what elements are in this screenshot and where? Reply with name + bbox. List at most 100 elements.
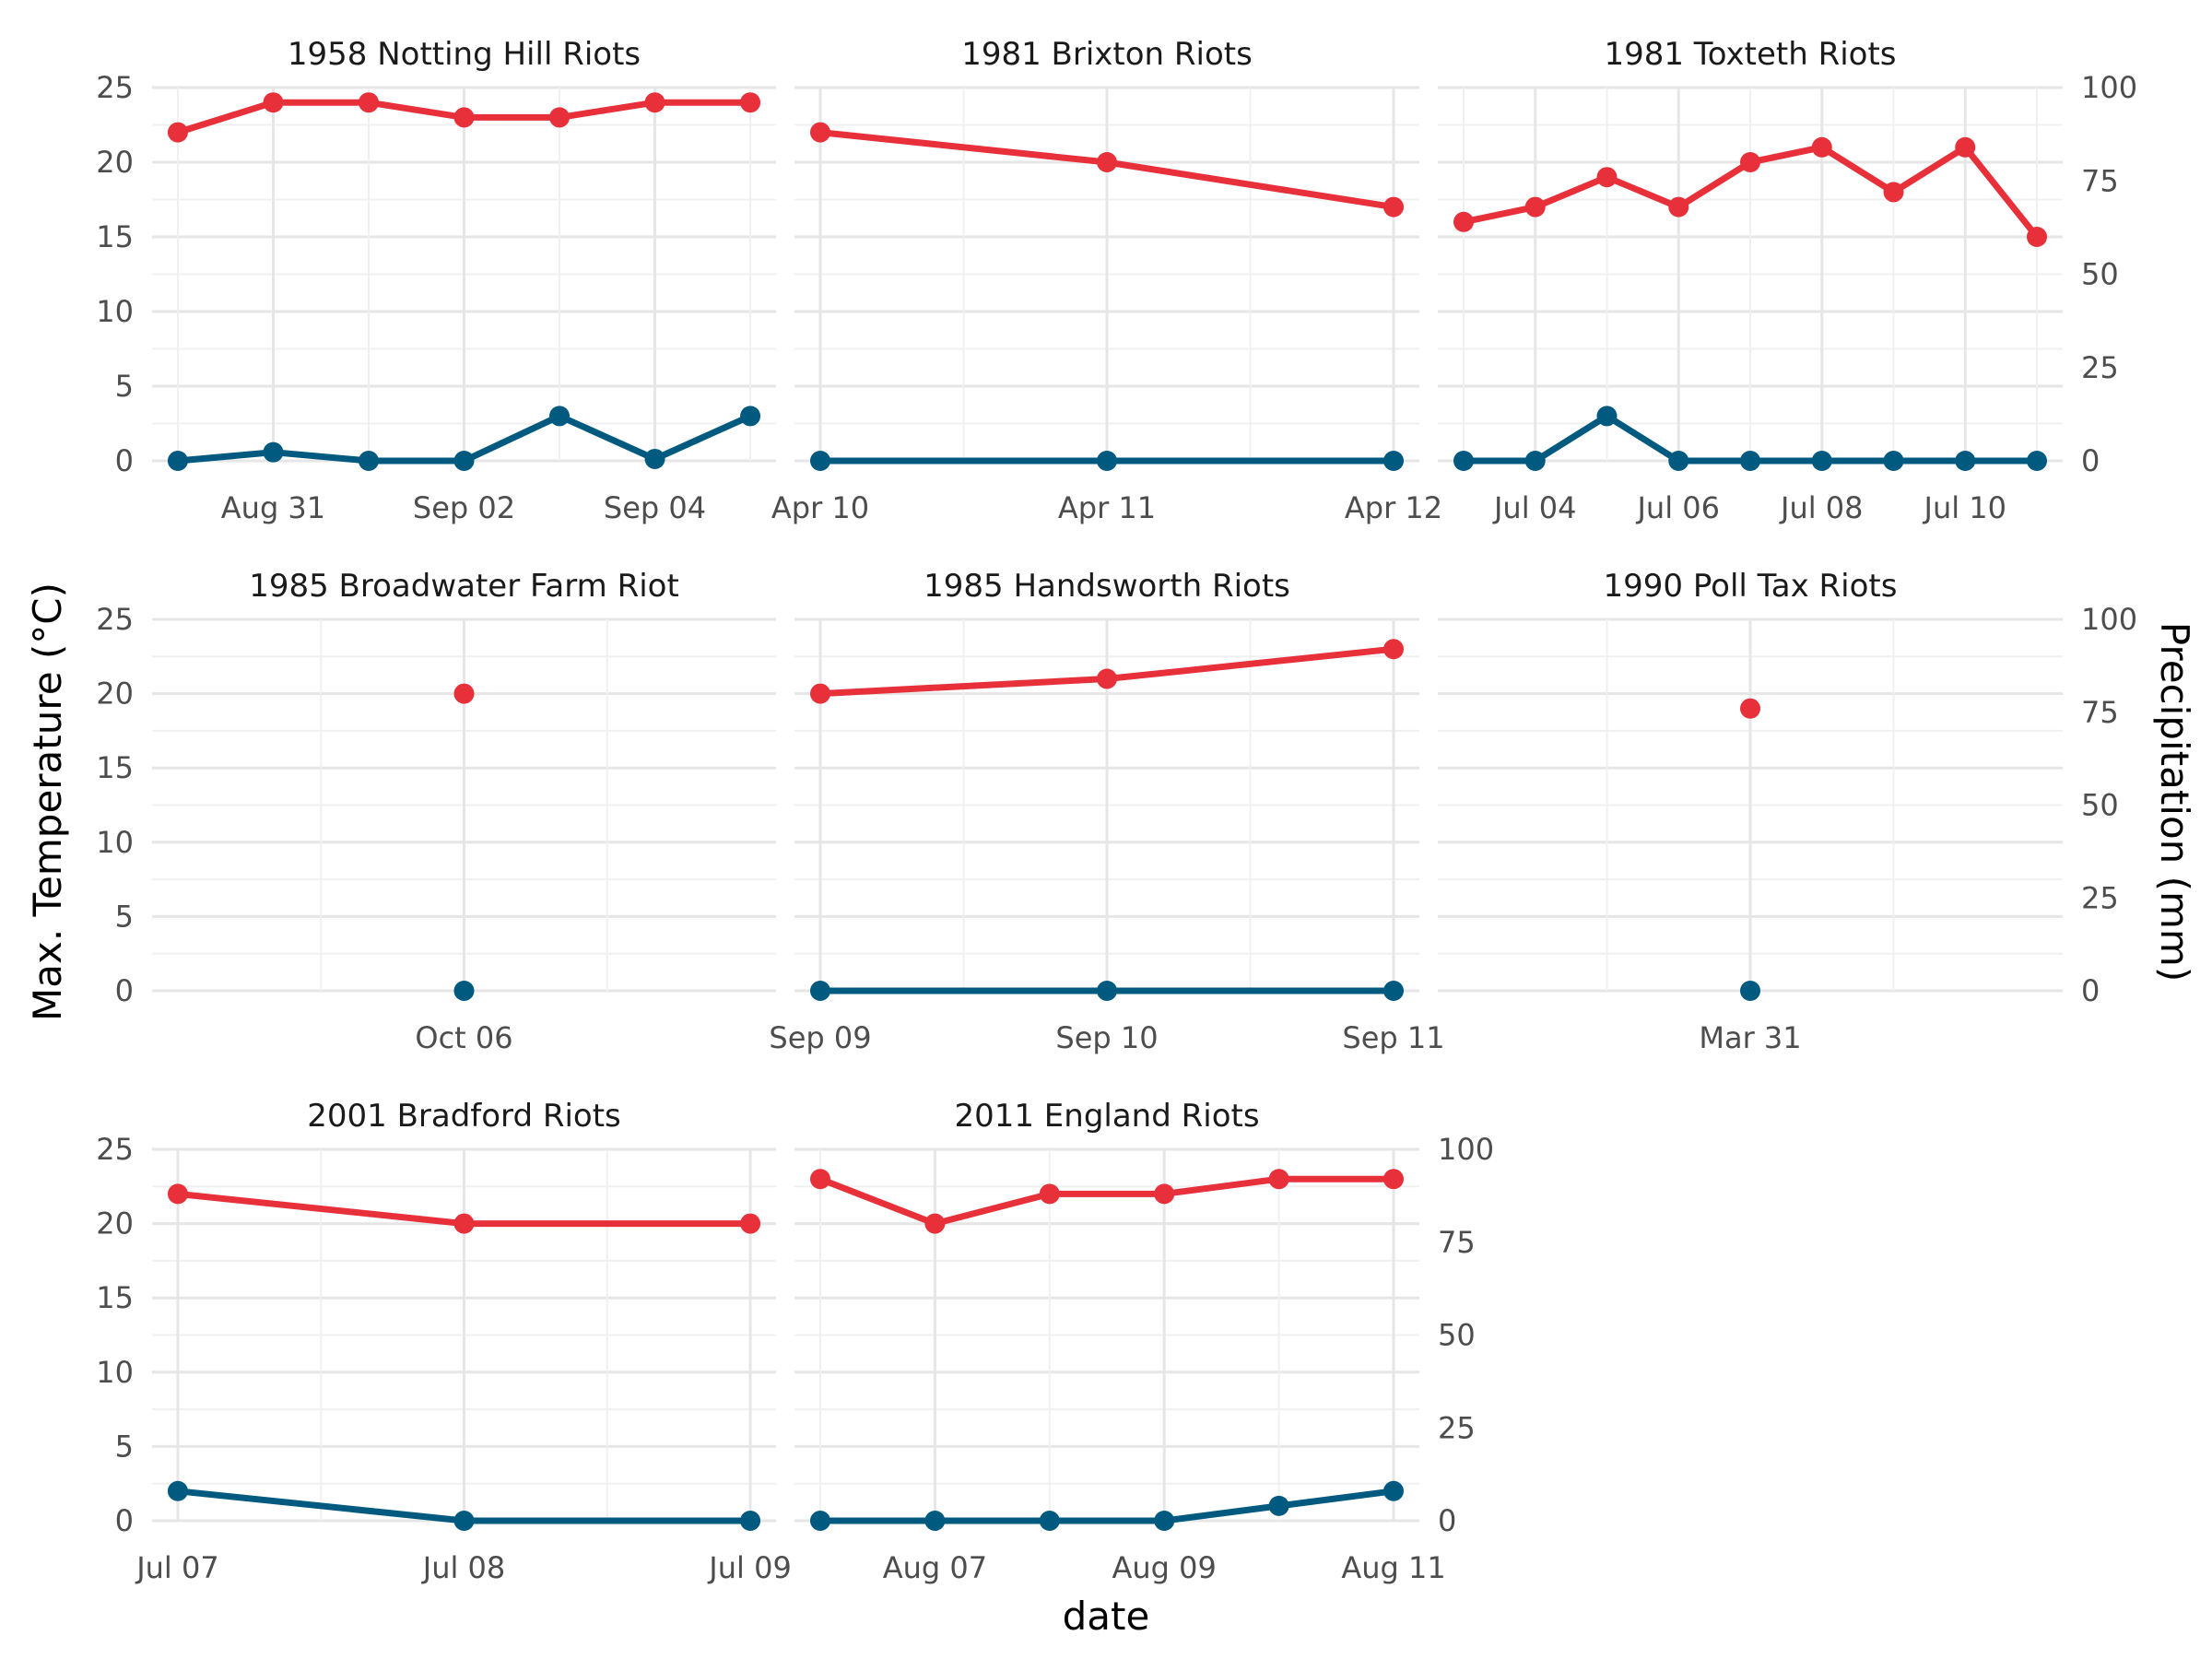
precipitation-point xyxy=(809,451,830,471)
y-tick-label: 25 xyxy=(96,1132,134,1167)
x-tick-label: Oct 06 xyxy=(415,1020,512,1055)
x-tick-label: Aug 31 xyxy=(221,490,325,525)
precipitation-point xyxy=(1740,451,1760,471)
panel-title: 1981 Brixton Riots xyxy=(961,36,1253,73)
x-tick-label: Apr 12 xyxy=(1345,490,1442,525)
y2-tick-label: 50 xyxy=(2081,257,2119,292)
y2-axis-title: Precipitation (mm) xyxy=(2152,622,2197,982)
y-tick-label: 20 xyxy=(96,677,134,712)
y-tick-label: 15 xyxy=(96,219,134,254)
panel-title: 1981 Toxteth Riots xyxy=(1604,36,1896,73)
y-tick-label: 0 xyxy=(115,443,134,478)
y-tick-label: 10 xyxy=(96,294,134,329)
x-tick-label: Aug 11 xyxy=(1341,1550,1445,1585)
panel-6: 1990 Poll Tax Riots Mar 31 0 25 50 75 100 xyxy=(1438,568,2137,1055)
temperature-point xyxy=(453,107,475,128)
panels-layer: 1958 Notting Hill Riots Aug 31 Sep 02 Sep 0… xyxy=(96,36,2137,1585)
panel-title: 1958 Notting Hill Riots xyxy=(288,36,641,73)
y2-tick-label: 25 xyxy=(2081,350,2119,385)
temperature-point xyxy=(549,107,571,128)
precipitation-point xyxy=(1154,1511,1175,1531)
y-tick-label: 5 xyxy=(115,899,134,934)
temperature-point xyxy=(1097,668,1117,689)
precipitation-point xyxy=(167,1480,188,1501)
temperature-point xyxy=(1268,1169,1289,1190)
temperature-point xyxy=(1596,167,1618,188)
y2-tick-label: 100 xyxy=(1438,1132,1494,1167)
precipitation-point xyxy=(549,406,571,427)
temperature-point xyxy=(1883,182,1904,203)
panel-5: 1985 Handsworth Riots Sep 09 Sep 10 Sep 11 xyxy=(769,568,1444,1055)
precipitation-point xyxy=(1596,406,1618,427)
precipitation-point xyxy=(644,448,665,469)
y2-tick-label: 75 xyxy=(2081,695,2119,730)
precipitation-point xyxy=(453,451,475,471)
x-tick-label: Sep 04 xyxy=(604,490,706,525)
y-tick-label: 0 xyxy=(115,973,134,1008)
x-tick-label: Apr 10 xyxy=(771,490,869,525)
temperature-point xyxy=(2027,227,2048,247)
y-tick-label: 5 xyxy=(115,369,134,404)
x-tick-label: Mar 31 xyxy=(1699,1020,1801,1055)
panel-title: 2001 Bradford Riots xyxy=(307,1098,621,1135)
precipitation-point xyxy=(2027,451,2048,471)
panel-4: 1985 Broadwater Farm Riot Oct 06 0 5 10 15 20 2… xyxy=(96,568,776,1055)
precipitation-point xyxy=(740,406,761,427)
temperature-point xyxy=(1740,698,1760,719)
panel-title: 1985 Broadwater Farm Riot xyxy=(249,568,679,605)
y2-tick-label: 0 xyxy=(2081,443,2100,478)
precipitation-point xyxy=(1668,451,1689,471)
y2-tick-label: 50 xyxy=(1438,1318,1476,1353)
temperature-point xyxy=(1383,1169,1405,1190)
temperature-point xyxy=(1668,196,1689,218)
temperature-point xyxy=(1955,136,1976,158)
temperature-point xyxy=(644,92,665,113)
x-tick-label: Jul 09 xyxy=(707,1550,792,1585)
x-tick-label: Jul 06 xyxy=(1635,490,1720,525)
temperature-point xyxy=(809,1169,830,1190)
y-tick-label: 15 xyxy=(96,750,134,785)
y2-tick-label: 25 xyxy=(2081,880,2119,915)
precipitation-point xyxy=(358,451,379,471)
x-tick-label: Aug 07 xyxy=(883,1550,987,1585)
temperature-point xyxy=(453,1213,475,1234)
precipitation-point xyxy=(1097,981,1117,1001)
x-tick-label: Jul 08 xyxy=(1779,490,1864,525)
precipitation-point xyxy=(1883,451,1904,471)
temperature-point xyxy=(1740,152,1760,172)
precipitation-point xyxy=(924,1511,946,1531)
temperature-point xyxy=(809,122,830,143)
panel-7: 2001 Bradford Riots Jul 07 Jul 08 Jul 09 0 5 1… xyxy=(96,1098,792,1585)
y-tick-label: 25 xyxy=(96,70,134,105)
temperature-line xyxy=(817,1175,1397,1228)
temperature-point xyxy=(167,1183,188,1205)
y-tick-label: 0 xyxy=(115,1503,134,1538)
y-tick-label: 25 xyxy=(96,602,134,637)
precipitation-line xyxy=(817,1488,1397,1524)
y-tick-label: 10 xyxy=(96,825,134,860)
y2-tick-label: 0 xyxy=(1438,1503,1456,1538)
y2-tick-label: 0 xyxy=(2081,973,2100,1008)
temperature-point xyxy=(740,1213,761,1234)
temperature-point xyxy=(1811,136,1832,158)
temperature-point xyxy=(263,92,284,113)
panel-1: 1958 Notting Hill Riots Aug 31 Sep 02 Sep 0… xyxy=(96,36,776,525)
precipitation-point xyxy=(1268,1495,1289,1516)
x-tick-label: Sep 09 xyxy=(769,1020,871,1055)
precipitation-point xyxy=(1955,451,1976,471)
precipitation-point xyxy=(263,441,284,463)
temperature-point xyxy=(1524,196,1546,218)
y-tick-label: 20 xyxy=(96,145,134,180)
y2-tick-label: 75 xyxy=(2081,163,2119,198)
x-tick-label: Jul 08 xyxy=(421,1550,506,1585)
y-tick-label: 10 xyxy=(96,1355,134,1390)
x-tick-label: Sep 11 xyxy=(1342,1020,1444,1055)
x-tick-label: Sep 02 xyxy=(413,490,515,525)
precipitation-point xyxy=(809,981,830,1001)
x-axis-title: date xyxy=(1063,1594,1150,1639)
temperature-point xyxy=(453,683,475,704)
y2-tick-label: 100 xyxy=(2081,70,2137,105)
temperature-point xyxy=(1453,211,1474,232)
y-tick-label: 20 xyxy=(96,1206,134,1241)
